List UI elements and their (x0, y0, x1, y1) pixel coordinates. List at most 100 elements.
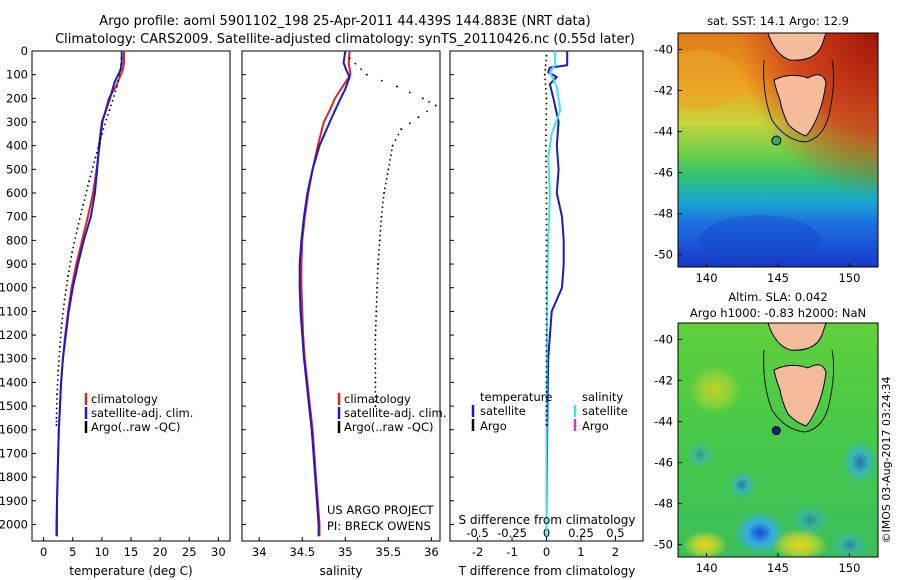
lat-tick-label: -46 (654, 166, 673, 180)
argo-point (390, 149, 393, 152)
argo-point (545, 376, 548, 379)
argo-point (417, 116, 420, 119)
s-tick-label: 0.25 (568, 526, 594, 540)
lat-tick-label: -48 (654, 497, 673, 511)
temperature-panel (31, 50, 231, 542)
depth-axis: 0 100 200 300 400 500 600 700 800 900 1000 1100 1200… (0, 44, 454, 531)
argo-point (374, 386, 377, 389)
lat-tick-label: -44 (654, 125, 673, 139)
argo-point (545, 160, 547, 163)
argo-point (545, 165, 548, 168)
argo-point (63, 303, 65, 306)
argo-point (354, 62, 357, 65)
argo-point (545, 134, 547, 137)
argo-point (545, 260, 548, 263)
argo-point (55, 402, 58, 405)
argo-point (376, 286, 379, 289)
temperature-plot: 0 5 10 15 20 25 30 (40, 51, 226, 559)
sla-map-title2: Argo h1000: -0.83 h2000: NaN (690, 306, 866, 320)
argo-point (545, 297, 548, 300)
argo-point (545, 186, 548, 189)
sla-tasmania (773, 364, 827, 427)
argo-point (426, 110, 428, 113)
series-line-satellite-adj-clim- (298, 50, 351, 537)
sst-tasmania (773, 74, 827, 137)
argo-point (545, 334, 548, 337)
x-tick-label: 34 (252, 545, 267, 559)
x-tick-label: 0 (543, 545, 550, 559)
legend-climatology-label: climatology (344, 392, 411, 406)
argo-point (110, 104, 112, 107)
argo-point (100, 132, 103, 135)
argo-point (63, 298, 66, 301)
argo-point (386, 173, 389, 175)
depth-tick-label: 200 (6, 91, 28, 105)
depth-tick-label: 100 (6, 68, 28, 82)
sst-shelf-contour (763, 59, 835, 143)
argo-point (545, 107, 548, 110)
x-tick-label: 35.5 (376, 545, 402, 559)
lat-tick-label: -42 (654, 83, 673, 97)
depth-tick-label: 1900 (0, 494, 28, 508)
argo-point (545, 181, 548, 184)
argo-point (545, 176, 548, 179)
sla-float-marker (771, 426, 781, 436)
argo-point (59, 336, 62, 339)
argo-point (394, 139, 397, 142)
argo-point (360, 68, 362, 71)
argo-point (545, 249, 548, 252)
salinity-plot: 34 34.5 35 35.5 36 (252, 50, 439, 559)
depth-tick-label: 1100 (0, 304, 28, 318)
depth-tick-label: 0 (21, 44, 28, 58)
argo-point (64, 293, 67, 296)
depth-tick-label: 400 (6, 139, 28, 153)
argo-point (376, 267, 379, 270)
argo-point (374, 390, 377, 393)
argo-point (545, 424, 548, 427)
argo-point (81, 208, 83, 211)
argo-point (80, 213, 82, 216)
argo-point (58, 350, 61, 353)
argo-point (380, 215, 383, 218)
x-tick-label: -2 (472, 545, 483, 559)
lat-tick-label: -46 (654, 456, 673, 470)
argo-point (545, 113, 548, 116)
series-line-satellite-adj-clim- (55, 51, 123, 537)
argo-point (107, 114, 109, 116)
argo-point (545, 405, 548, 407)
x-tick-label: 0 (40, 545, 47, 559)
argo-point (545, 292, 548, 294)
argo-point (113, 95, 115, 97)
argo-point (56, 388, 59, 391)
argo-point (544, 139, 547, 142)
argo-point (57, 364, 60, 367)
lon-tick-label: 140 (696, 561, 718, 575)
argo-point (375, 319, 377, 322)
depth-tick-label: 1700 (0, 446, 28, 460)
argo-point (545, 302, 548, 305)
argo-point (377, 253, 380, 256)
depth-tick-label: 300 (6, 115, 28, 129)
argo-point (545, 197, 548, 200)
lon-tick-label: 145 (767, 271, 789, 285)
argo-point (376, 291, 378, 294)
argo-point (374, 376, 377, 379)
argo-point (545, 255, 548, 258)
argo-point (55, 420, 58, 423)
depth-tick-label: 1600 (0, 423, 28, 437)
argo-point (545, 207, 548, 210)
lon-tick-label: 140 (696, 271, 718, 285)
argo-point (381, 211, 383, 213)
temperature-legend: climatology satellite-adj. clim. Argo(..… (84, 392, 193, 434)
argo-point (68, 270, 70, 273)
legend-t-argo-label: Argo (480, 419, 507, 433)
argo-point (545, 123, 548, 126)
difference-xlabel: T difference from climatology (458, 564, 636, 578)
argo-point (545, 276, 548, 279)
argo-point (545, 365, 548, 368)
argo-point (74, 237, 77, 239)
argo-point (377, 263, 380, 266)
argo-point (87, 185, 89, 187)
argo-point (400, 128, 403, 131)
difference-legend: temperature salinity satellite Argo sate… (471, 390, 628, 433)
